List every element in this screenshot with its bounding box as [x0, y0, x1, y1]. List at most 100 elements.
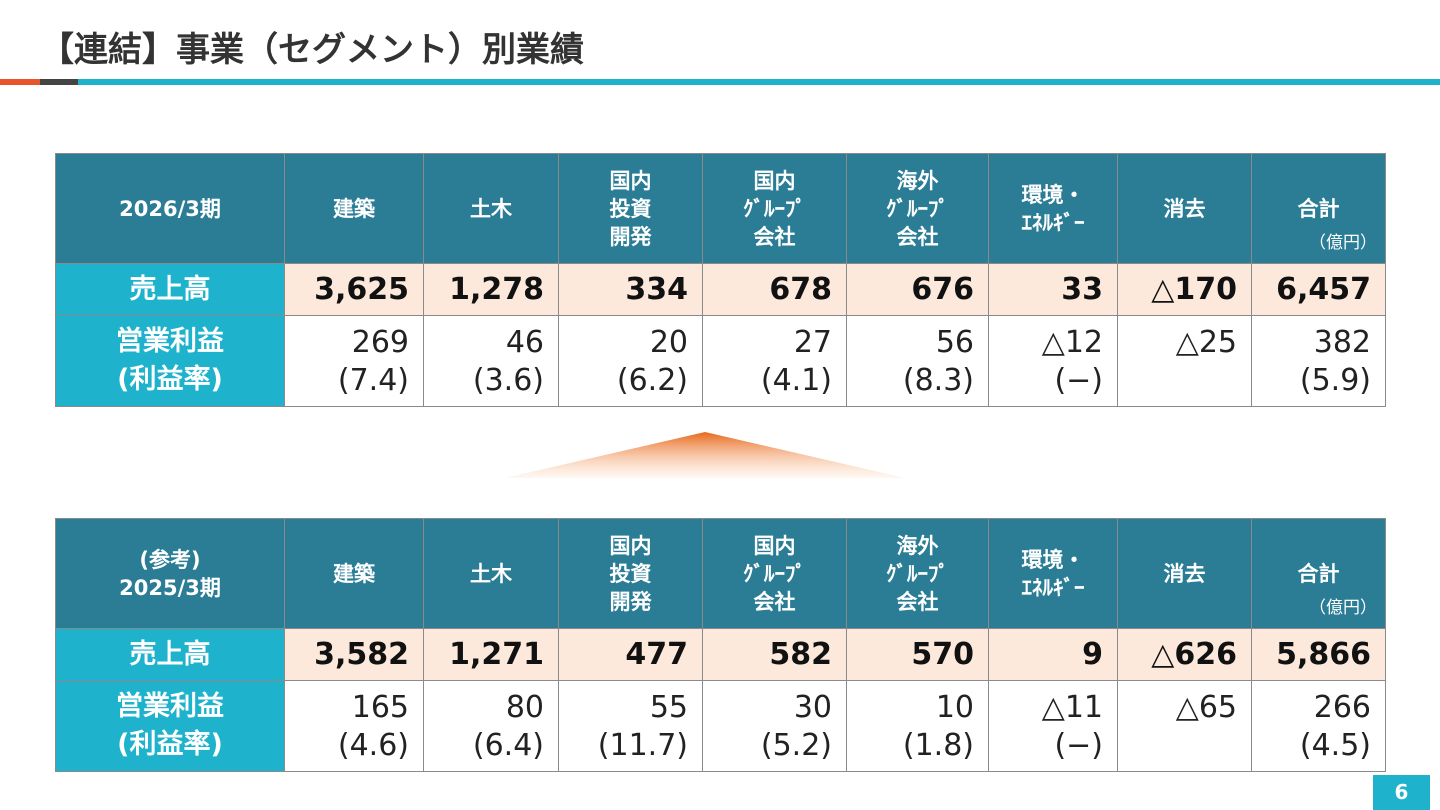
value-text: 165 [351, 690, 409, 725]
value-text: △11 [1041, 690, 1103, 725]
value-text: △65 [1175, 690, 1237, 725]
sales-value: 9 [988, 628, 1118, 681]
value-text: (11.7) [597, 728, 688, 763]
sales-value: 3,582 [284, 628, 424, 681]
header-text: ｸﾞﾙｰﾌﾟ [743, 196, 806, 221]
column-header: 土木 [423, 153, 559, 264]
column-header: 合計 （億円） [1251, 518, 1386, 629]
value-text: (6.4) [472, 728, 544, 763]
profit-value: △11 (−) [988, 680, 1118, 772]
value-text: 55 [649, 690, 688, 725]
value-text: 382 [1313, 325, 1371, 360]
column-header: 国内 ｸﾞﾙｰﾌﾟ 会社 [702, 153, 847, 264]
value-text: (1.8) [902, 728, 974, 763]
bar-accent [78, 79, 1440, 85]
header-text: 開発 [609, 224, 652, 249]
unit-label: （億円） [1309, 598, 1377, 618]
profit-value: △65 [1117, 680, 1252, 772]
header-text: 国内 [753, 533, 796, 558]
sales-value: 678 [702, 263, 847, 316]
value-text: (4.1) [760, 363, 832, 398]
value-text: 266 [1313, 690, 1371, 725]
profit-value: 56 (8.3) [846, 315, 989, 407]
page-number: 6 [1373, 775, 1430, 810]
row-label: 売上高 [55, 263, 285, 316]
profit-value: 27 (4.1) [702, 315, 847, 407]
value-text: (7.4) [337, 363, 409, 398]
header-text: 海外 [896, 168, 939, 193]
value-text: 269 [351, 325, 409, 360]
header-text: 合計 [1297, 196, 1340, 221]
header-text: 環境・ [1021, 182, 1085, 207]
column-header: 国内 投資 開発 [558, 518, 703, 629]
value-text: 20 [649, 325, 688, 360]
row-label: 営業利益 (利益率) [55, 680, 285, 772]
label-text: 営業利益 [116, 691, 224, 722]
header-text: 土木 [470, 561, 512, 586]
value-text: (−) [1054, 363, 1103, 398]
value-text: 27 [793, 325, 832, 360]
header-text: 海外 [896, 533, 939, 558]
label-text: 売上高 [129, 273, 211, 305]
sales-value: 3,625 [284, 263, 424, 316]
period-header: (参考) 2025/3期 [55, 518, 285, 629]
column-header: 環境・ ｴﾈﾙｷﾞｰ [988, 153, 1118, 264]
profit-value: 382 (5.9) [1251, 315, 1386, 407]
profit-value: 10 (1.8) [846, 680, 989, 772]
value-text: (4.6) [337, 728, 409, 763]
sales-value: 334 [558, 263, 703, 316]
value-text: △12 [1041, 325, 1103, 360]
arrow [505, 432, 905, 478]
column-header: 国内 ｸﾞﾙｰﾌﾟ 会社 [702, 518, 847, 629]
header-text: 合計 [1297, 561, 1340, 586]
sales-value: 676 [846, 263, 989, 316]
profit-value: △25 [1117, 315, 1252, 407]
value-text: 46 [505, 325, 544, 360]
header-text: 消去 [1163, 561, 1206, 586]
value-text: 56 [935, 325, 974, 360]
column-header: 建築 [284, 153, 424, 264]
header-text: 国内 [753, 168, 796, 193]
row-label: 売上高 [55, 628, 285, 681]
value-text: △25 [1175, 325, 1237, 360]
label-text: (利益率) [117, 364, 223, 395]
label-text: (利益率) [117, 729, 223, 760]
label-text: 営業利益 [116, 326, 224, 357]
row-label: 営業利益 (利益率) [55, 315, 285, 407]
header-text: 建築 [333, 561, 375, 586]
value-text: (4.5) [1299, 728, 1371, 763]
period-header: 2026/3期 [55, 153, 285, 264]
header-text: 消去 [1163, 196, 1206, 221]
header-text: 投資 [609, 561, 652, 586]
header-text: 会社 [896, 589, 939, 614]
column-header: 合計 （億円） [1251, 153, 1386, 264]
header-text: 国内 [609, 533, 652, 558]
value-text: 30 [793, 690, 832, 725]
header-text: (参考) [139, 547, 201, 572]
profit-value: 30 (5.2) [702, 680, 847, 772]
value-text: 80 [505, 690, 544, 725]
header-text: 開発 [609, 589, 652, 614]
header-text: 会社 [753, 224, 796, 249]
sales-value: 570 [846, 628, 989, 681]
sales-value: 6,457 [1251, 263, 1386, 316]
label-text: 売上高 [129, 638, 211, 670]
column-header: 国内 投資 開発 [558, 153, 703, 264]
profit-value: 266 (4.5) [1251, 680, 1386, 772]
header-text: 環境・ [1021, 547, 1085, 572]
column-header: 消去 [1117, 153, 1252, 264]
sales-value: △170 [1117, 263, 1252, 316]
column-header: 海外 ｸﾞﾙｰﾌﾟ 会社 [846, 153, 989, 264]
sales-value: 1,278 [423, 263, 559, 316]
header-text: ｸﾞﾙｰﾌﾟ [886, 196, 949, 221]
value-text: (6.2) [616, 363, 688, 398]
column-header: 消去 [1117, 518, 1252, 629]
header-text: ｴﾈﾙｷﾞｰ [1021, 210, 1085, 235]
value-text: (−) [1054, 728, 1103, 763]
profit-value: 165 (4.6) [284, 680, 424, 772]
profit-value: 80 (6.4) [423, 680, 559, 772]
header-text: 2026/3期 [119, 196, 221, 221]
profit-value: 55 (11.7) [558, 680, 703, 772]
header-text: ｸﾞﾙｰﾌﾟ [743, 561, 806, 586]
